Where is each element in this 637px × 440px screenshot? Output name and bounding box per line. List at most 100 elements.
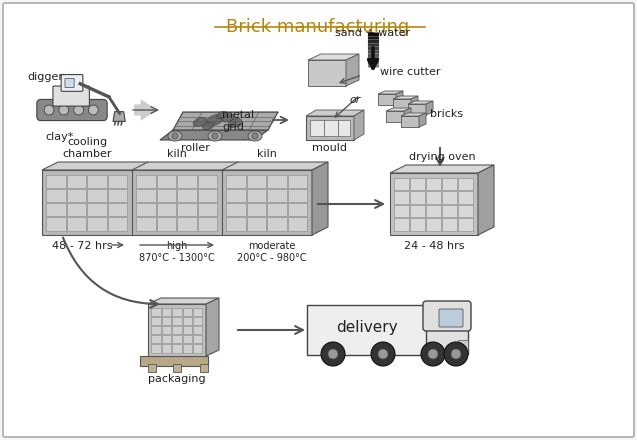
Circle shape [444,342,468,366]
Circle shape [421,342,445,366]
Bar [193,308,203,316]
Bar [152,326,161,334]
Bar [394,218,410,231]
Bar [152,344,161,352]
Bar [227,175,246,188]
Bar [386,111,404,122]
Bar [87,217,107,231]
Bar [47,175,66,188]
Text: digger: digger [27,72,63,82]
Polygon shape [306,110,364,116]
Bar [443,191,457,203]
Circle shape [89,105,98,115]
Bar [178,175,197,188]
Text: 48 - 72 hrs: 48 - 72 hrs [52,241,112,251]
Bar [152,317,161,325]
Bar [227,189,246,202]
Bar [87,175,107,188]
Polygon shape [404,108,411,122]
Ellipse shape [193,117,207,127]
Bar [198,175,217,188]
Bar [108,217,127,231]
Bar [247,217,266,231]
Bar [227,203,246,216]
Bar [47,189,66,202]
Bar [162,344,171,352]
Bar [193,335,203,343]
Bar [427,177,441,190]
Bar [87,203,107,216]
Text: moderate
200°C - 980°C: moderate 200°C - 980°C [237,241,307,263]
Polygon shape [393,96,418,99]
Bar [136,175,156,188]
Text: kiln: kiln [167,149,187,159]
Polygon shape [408,101,433,104]
Bar [227,217,246,231]
Bar [173,364,181,372]
Bar [394,205,410,217]
Circle shape [428,349,438,359]
FancyBboxPatch shape [37,99,107,121]
Bar [410,177,426,190]
Bar [67,203,87,216]
Circle shape [172,133,178,139]
Circle shape [59,105,69,115]
Bar [247,203,266,216]
Bar [183,317,192,325]
Bar [458,340,468,352]
Bar [288,175,308,188]
Bar [162,317,171,325]
Bar [67,189,87,202]
Bar [308,60,346,86]
Bar [42,170,312,235]
Bar [152,335,161,343]
Bar [183,308,192,316]
Text: high
870°C - 1300°C: high 870°C - 1300°C [139,241,215,263]
Text: cooling
chamber: cooling chamber [62,137,111,159]
Polygon shape [354,110,364,140]
Polygon shape [346,54,359,86]
Bar [87,189,107,202]
Bar [193,344,203,352]
Polygon shape [378,91,403,94]
Bar [193,326,203,334]
Bar [288,189,308,202]
Bar [288,217,308,231]
FancyBboxPatch shape [423,301,471,331]
Bar [427,218,441,231]
Bar [288,203,308,216]
Ellipse shape [228,118,242,128]
Bar [443,218,457,231]
Bar [172,308,182,316]
Text: bricks: bricks [430,109,463,119]
Text: metal
grid: metal grid [222,110,254,132]
Polygon shape [396,91,403,105]
Text: clay*: clay* [46,132,74,142]
Bar [198,203,217,216]
Polygon shape [426,101,433,115]
Bar [268,175,287,188]
Bar [162,308,171,316]
Polygon shape [478,165,494,235]
Text: or: or [349,95,361,105]
Bar [200,364,208,372]
Bar [459,191,473,203]
Bar [47,217,66,231]
Bar [310,120,350,136]
Circle shape [328,349,338,359]
Polygon shape [386,108,411,111]
FancyBboxPatch shape [307,305,427,355]
Ellipse shape [168,131,182,141]
Bar [157,175,176,188]
Bar [148,364,156,372]
Ellipse shape [208,131,222,141]
Ellipse shape [217,111,227,118]
Bar [108,189,127,202]
FancyBboxPatch shape [61,74,83,92]
Text: drying oven: drying oven [409,152,475,162]
FancyArrowPatch shape [135,100,155,120]
Polygon shape [173,112,278,130]
Bar [178,217,197,231]
Circle shape [252,133,258,139]
Polygon shape [411,96,418,110]
